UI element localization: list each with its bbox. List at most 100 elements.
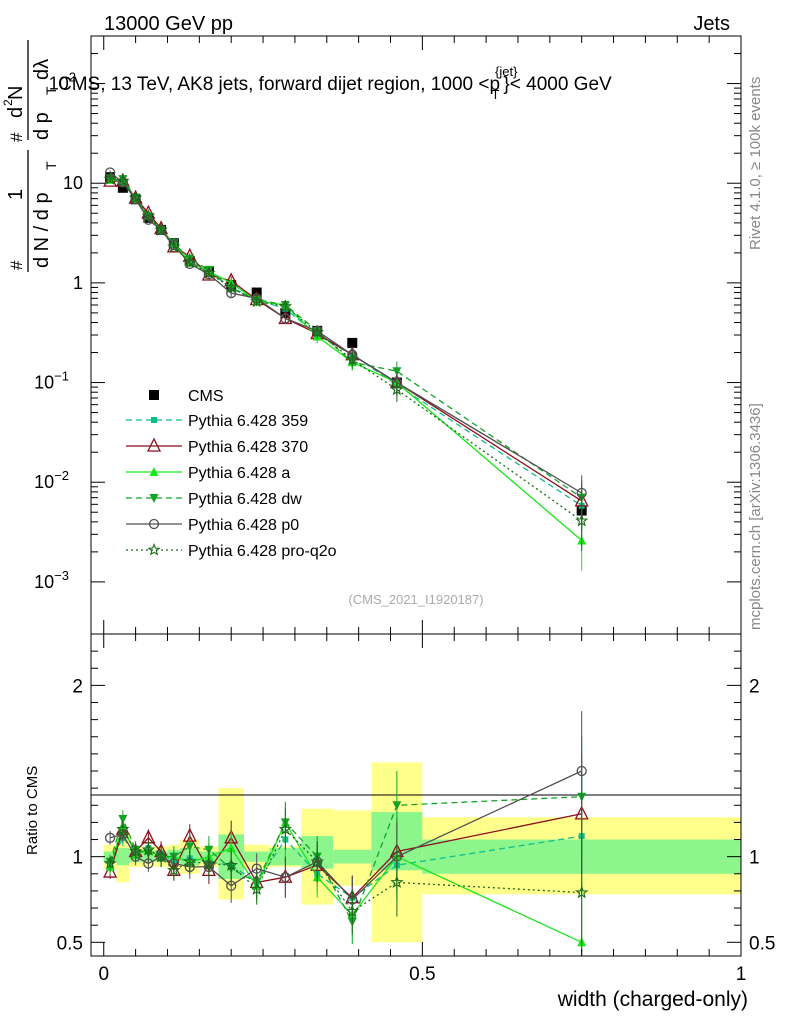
ratio-point	[182, 854, 197, 868]
ratio-panel: 0.5 0.51 12 20 0.5 1 Ratio to CMS width (char…	[24, 633, 775, 1011]
title-part-jet-superscript: {jet}	[495, 64, 518, 79]
series-pa	[105, 174, 587, 571]
main-series-marks	[103, 167, 589, 571]
ratio-point	[141, 842, 156, 856]
rivet-version-label: Rivet 4.1.0, ≥ 100k events	[747, 77, 764, 250]
data-point	[202, 266, 216, 279]
ratio-point	[118, 814, 128, 824]
ylabel-dlambda: dλ	[31, 59, 53, 80]
series-line-pdw	[110, 177, 583, 499]
main-y-tick-label: 10−2	[34, 468, 69, 492]
ratio-series-pq2o	[103, 808, 589, 953]
main-y-axis-label: # 1 d N / d p T # d 2 N d p T dλ	[1, 40, 59, 272]
ratio-point	[250, 882, 264, 895]
legend-mc-items: Pythia 6.428 359 Pythia 6.428 370 Pythia 6…	[126, 413, 337, 560]
data-point	[392, 367, 402, 377]
ratio-y-tick-label: 2	[72, 676, 83, 697]
ratio-point	[310, 854, 325, 868]
legend-marker-pq2o	[147, 542, 161, 556]
main-panel: (CMS_2021_I1920187) 10−3 10−2 10−1 1 10 102 C…	[1, 35, 742, 635]
legend-item-p359: Pythia 6.428 359	[126, 413, 308, 430]
legend-marker-pp0	[148, 518, 160, 530]
x-tick-label: 0	[98, 964, 109, 985]
title-part-t-subscript: T	[491, 87, 499, 102]
data-point	[130, 194, 141, 205]
ratio-point	[202, 856, 216, 870]
main-y-tick-label: 10−1	[34, 369, 69, 393]
mcplots-label: mcplots.cern.ch [arXiv:1306.3436]	[747, 403, 764, 630]
legend-marker-pdw	[149, 494, 159, 503]
ratio-point	[103, 863, 118, 878]
data-point	[574, 513, 589, 527]
ylabel-d: d	[5, 107, 27, 118]
ratio-point	[574, 885, 589, 899]
legend-item-p370: Pythia 6.428 370	[126, 437, 308, 456]
ratio-axis-ticks: 0.5 0.51 12 20 0.5 1	[57, 634, 775, 985]
series-pq2o	[103, 172, 589, 551]
ylabel-t-subscript: T	[43, 86, 59, 95]
legend-item-cms: CMS	[149, 388, 224, 405]
data-point	[280, 313, 291, 324]
x-tick-label: 1	[736, 964, 747, 985]
ratio-point	[251, 863, 262, 874]
ratio-point	[224, 858, 238, 871]
legend-item-pa: Pythia 6.428 a	[126, 465, 290, 482]
data-point	[347, 337, 358, 348]
ratio-point	[576, 765, 587, 777]
series-line-pp0	[109, 171, 583, 494]
ratio-plot-frame	[90, 633, 742, 957]
main-y-tick-label: 10−3	[34, 568, 69, 592]
ratio-y-tick-label-right: 0.5	[749, 933, 775, 954]
data-point	[249, 294, 264, 308]
ylabel-two-superscript: 2	[1, 99, 15, 106]
data-point	[203, 269, 215, 280]
ratio-band-green	[116, 848, 130, 866]
series-p370	[103, 172, 589, 531]
ratio-point	[226, 843, 236, 853]
legend-label-p370: Pythia 6.428 370	[188, 439, 308, 456]
data-point	[103, 172, 117, 185]
ratio-point	[104, 832, 116, 843]
main-plot-watermark: (CMS_2021_I1920187)	[348, 592, 483, 607]
ratio-point	[167, 863, 181, 877]
data-point	[278, 299, 293, 313]
ylabel-hash-2: #	[7, 132, 26, 142]
ylabel-dp: d p	[31, 112, 53, 140]
data-point	[128, 190, 143, 204]
data-point	[116, 174, 130, 187]
main-y-tick-label: 10	[63, 173, 83, 193]
legend-marker-cms	[149, 390, 159, 400]
ratio-y-tick-label-right: 2	[749, 676, 760, 697]
ratio-point	[390, 875, 404, 889]
data-point	[154, 222, 168, 236]
ratio-point	[116, 822, 130, 835]
ratio-band-green	[333, 849, 372, 864]
x-axis-label: width (charged-only)	[557, 988, 748, 1011]
header-collision-label: 13000 GeV pp	[104, 13, 233, 35]
main-plot-title: CMS, 13 TeV, AK8 jets, forward dijet reg…	[58, 64, 612, 102]
legend-label-pa: Pythia 6.428 a	[188, 465, 290, 482]
data-point	[390, 382, 404, 396]
ylabel-one: 1	[5, 189, 27, 200]
ratio-point	[154, 849, 168, 863]
x-tick-label: 0.5	[409, 964, 435, 985]
ylabel-n: N	[5, 86, 27, 100]
legend-label-pp0: Pythia 6.428 p0	[188, 517, 299, 534]
series-pp0	[104, 167, 587, 523]
header-jets-label: Jets	[693, 13, 730, 35]
data-point	[345, 352, 359, 366]
ratio-band-yellow	[333, 810, 372, 886]
title-part-main: CMS, 13 TeV, AK8 jets, forward dijet reg…	[58, 74, 500, 95]
ratio-y-tick-label: 1	[72, 848, 83, 869]
title-part-end: }< 4000 GeV	[503, 74, 612, 95]
legend-label-pdw: Pythia 6.428 dw	[188, 491, 302, 508]
ratio-point	[143, 858, 154, 869]
ylabel-hash-1: #	[7, 260, 26, 270]
ylabel-pt-subscript: T	[43, 161, 59, 170]
data-point	[182, 255, 197, 269]
legend-label-cms: CMS	[188, 388, 224, 405]
ratio-point	[392, 801, 402, 811]
ratio-point	[278, 822, 293, 835]
data-point	[141, 208, 156, 222]
